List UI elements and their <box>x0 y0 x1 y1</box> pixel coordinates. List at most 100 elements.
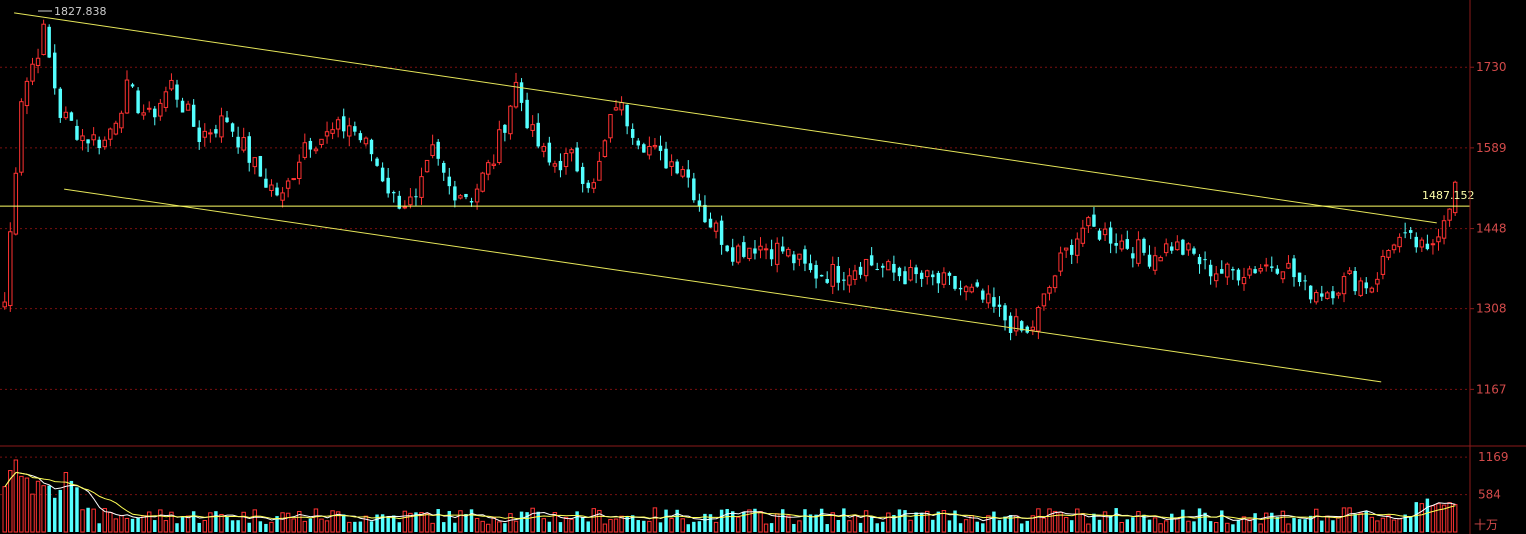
volume-bar <box>102 508 107 533</box>
candle-body <box>291 178 296 181</box>
volume-bar <box>769 523 774 532</box>
volume-bar <box>1253 513 1257 532</box>
candle-body <box>1142 238 1146 253</box>
volume-bar <box>858 522 863 532</box>
candle-body <box>1136 239 1141 264</box>
candle-body <box>536 122 540 147</box>
upper-channel-line <box>14 12 1437 224</box>
candle-body <box>474 188 480 203</box>
volume-bar <box>175 523 179 532</box>
candle-body <box>763 248 769 251</box>
volume-bar <box>953 510 957 532</box>
candle-body <box>908 267 913 281</box>
price-tick-label: 1308 <box>1476 302 1507 316</box>
volume-bar <box>464 513 468 532</box>
volume-bar <box>1308 515 1313 532</box>
candle-body <box>1047 286 1052 294</box>
candle-body <box>252 157 258 168</box>
candle-body <box>669 161 674 167</box>
volume-bar <box>563 516 569 533</box>
volume-bar <box>941 510 947 533</box>
volume-tick-label: 1169 <box>1478 450 1509 464</box>
volume-bar <box>1297 519 1302 532</box>
volume-bar <box>1263 512 1269 533</box>
candle-body <box>658 145 663 151</box>
volume-bar <box>230 520 235 532</box>
volume-bar <box>191 511 196 532</box>
volume-bar <box>392 515 396 532</box>
candle-body <box>797 253 802 260</box>
candle-body <box>981 290 985 300</box>
volume-bar <box>75 487 79 532</box>
volume-bar <box>1025 520 1029 532</box>
candle-body <box>731 247 735 262</box>
candle-body <box>758 245 763 251</box>
volume-bar <box>414 512 418 532</box>
volume-bar <box>19 475 24 533</box>
volume-bar <box>35 480 41 533</box>
candle-body <box>19 101 24 173</box>
candle-body <box>1314 292 1319 303</box>
candle-body <box>1069 245 1074 255</box>
candle-body <box>1108 227 1113 244</box>
volume-bar <box>597 509 602 533</box>
volume-bar <box>1397 518 1402 533</box>
volume-bar <box>80 509 85 533</box>
candle-body <box>424 159 430 173</box>
volume-bar <box>692 521 696 532</box>
candle-body <box>453 186 457 201</box>
volume-bar <box>608 518 613 533</box>
volume-bar <box>602 523 608 533</box>
candle-body <box>158 102 163 117</box>
candle-body <box>69 112 74 121</box>
candle-body <box>208 132 213 135</box>
volume-bar <box>819 508 824 532</box>
candle-body <box>136 90 140 114</box>
candles <box>2 19 1458 341</box>
candle-body <box>664 148 668 169</box>
candle-body <box>1380 255 1386 275</box>
volume-bar <box>642 520 646 532</box>
candle-body <box>1414 236 1418 248</box>
volume-bar <box>275 516 279 532</box>
volume-bar <box>285 512 291 533</box>
volume-bar <box>1314 508 1319 533</box>
candle-body <box>992 297 996 307</box>
volume-bar <box>1008 515 1013 532</box>
candle-body <box>397 195 402 209</box>
volume-bar <box>1347 507 1352 533</box>
candle-body <box>1203 259 1207 261</box>
volume-bar <box>575 511 579 532</box>
volume-bar <box>919 513 924 532</box>
candle-body <box>1430 243 1436 246</box>
volume-bar <box>358 521 363 532</box>
volume-bar <box>1303 519 1307 532</box>
candle-body <box>1297 272 1302 282</box>
candle-body <box>769 249 774 260</box>
volume-bar <box>124 517 130 533</box>
volume-bar <box>319 518 324 533</box>
volume-bar <box>497 521 502 533</box>
volume-bar <box>519 511 524 532</box>
volume-bar <box>1430 505 1436 533</box>
volume-bar <box>1192 521 1196 532</box>
volume-bar <box>58 489 63 532</box>
volume-bar <box>613 518 619 533</box>
candle-body <box>1247 268 1252 276</box>
candle-body <box>219 115 224 138</box>
volume-bar <box>541 518 546 533</box>
candle-body <box>113 122 119 135</box>
volume-bar <box>547 521 552 532</box>
candle-body <box>1436 236 1441 243</box>
candle-body <box>363 137 369 145</box>
candle-body <box>380 167 385 182</box>
volume-bar <box>1341 507 1347 533</box>
candle-body <box>1102 228 1108 236</box>
volume-bar <box>1131 517 1135 532</box>
volume-bar <box>1452 504 1458 533</box>
candle-body <box>569 149 574 154</box>
candle-body <box>24 80 30 107</box>
candle-body <box>8 231 13 307</box>
candle-body <box>75 125 79 140</box>
candle-body <box>1286 262 1291 269</box>
